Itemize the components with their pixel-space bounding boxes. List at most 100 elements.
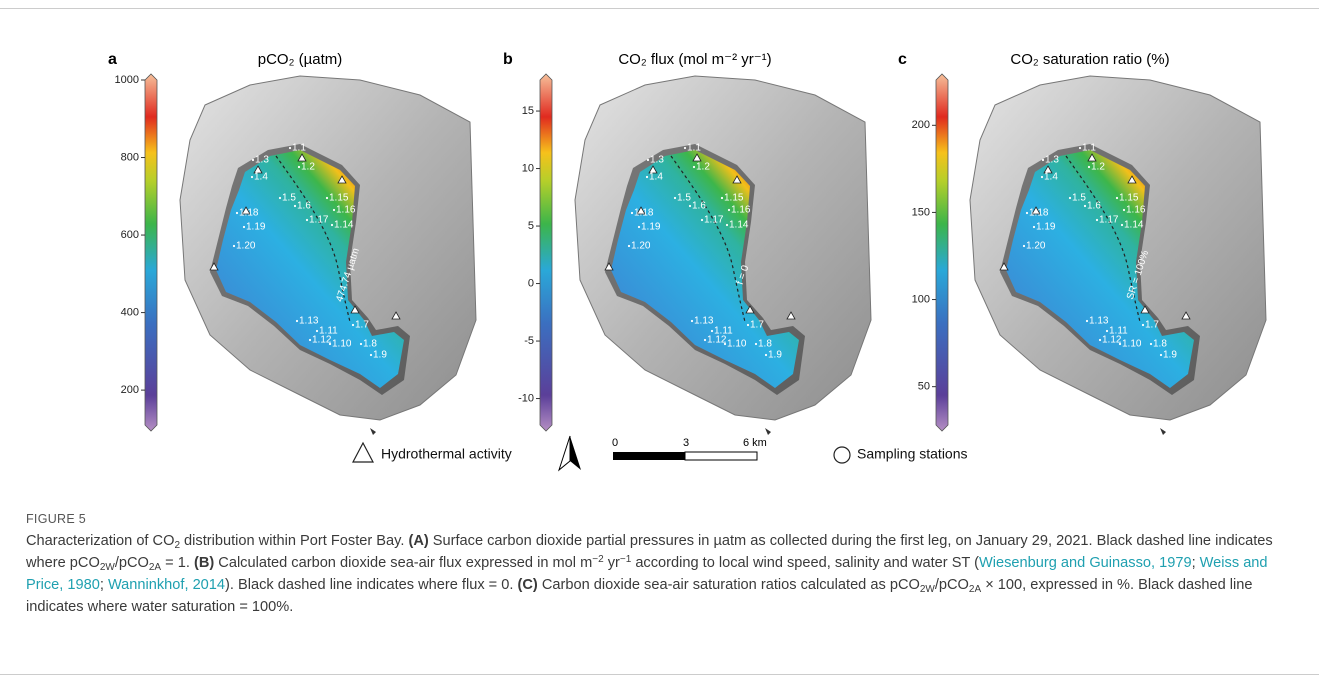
station-label: 1.2 bbox=[696, 162, 710, 173]
station-dot bbox=[765, 354, 767, 356]
station-dot bbox=[693, 166, 695, 168]
panel-title: pCO₂ (µatm) bbox=[258, 51, 342, 68]
station-label: 1.15 bbox=[329, 193, 349, 204]
station-dot bbox=[1041, 176, 1043, 178]
station-dot bbox=[1160, 354, 1162, 356]
station-label: 1.16 bbox=[731, 205, 751, 216]
station-dot bbox=[1150, 343, 1152, 345]
caption-text: Calculated carbon dioxide sea-air flux e… bbox=[214, 555, 592, 571]
figure: Hydrothermal activity 0 3 6 km Sampling … bbox=[0, 0, 1320, 490]
station-label: 1.7 bbox=[750, 320, 764, 331]
station-dot bbox=[326, 197, 328, 199]
station-dot bbox=[1023, 245, 1025, 247]
station-label: 1.4 bbox=[1044, 172, 1058, 183]
panel-letter: c bbox=[898, 51, 907, 68]
station-label: 1.17 bbox=[309, 215, 329, 226]
station-label: 1.9 bbox=[373, 350, 387, 361]
panel-title: CO₂ saturation ratio (%) bbox=[1010, 51, 1169, 68]
colorbar bbox=[936, 74, 948, 431]
station-label: 1.9 bbox=[1163, 350, 1177, 361]
station-dot bbox=[309, 339, 311, 341]
station-label: 1.7 bbox=[1145, 320, 1159, 331]
station-dot bbox=[251, 176, 253, 178]
station-label: 1.14 bbox=[729, 220, 749, 231]
station-label: 1.6 bbox=[692, 201, 706, 212]
scale-label: 3 bbox=[683, 437, 689, 449]
station-dot bbox=[1069, 197, 1071, 199]
station-label: 1.20 bbox=[1026, 241, 1046, 252]
station-label: 1.6 bbox=[1087, 201, 1101, 212]
station-dot bbox=[298, 166, 300, 168]
station-dot bbox=[646, 176, 648, 178]
station-dot bbox=[691, 320, 693, 322]
station-label: 1.17 bbox=[704, 215, 724, 226]
station-label: 1.18 bbox=[1029, 208, 1049, 219]
station-dot bbox=[1086, 320, 1088, 322]
station-label: 1.8 bbox=[1153, 339, 1167, 350]
citation-link[interactable]: Wanninkhof, 2014 bbox=[108, 577, 225, 593]
caption-text: distribution within Port Foster Bay. bbox=[180, 533, 408, 549]
station-dot bbox=[1042, 159, 1044, 161]
station-label: 1.2 bbox=[301, 162, 315, 173]
station-label: 1.2 bbox=[1091, 162, 1105, 173]
caption-sub: 2W bbox=[920, 584, 935, 595]
station-label: 1.13 bbox=[694, 316, 714, 327]
station-label: 1.5 bbox=[1072, 193, 1086, 204]
colorbar-tick-label: 5 bbox=[528, 220, 534, 232]
scale-bar bbox=[613, 452, 685, 460]
station-dot bbox=[724, 343, 726, 345]
station-label: 1.13 bbox=[1089, 316, 1109, 327]
caption-sub: 2W bbox=[100, 562, 115, 573]
station-dot bbox=[1084, 205, 1086, 207]
station-label: 1.8 bbox=[758, 339, 772, 350]
station-dot bbox=[252, 159, 254, 161]
station-dot bbox=[1026, 212, 1028, 214]
caption-text: ; bbox=[1192, 555, 1200, 571]
legend-text: Hydrothermal activity bbox=[381, 446, 512, 462]
station-dot bbox=[747, 324, 749, 326]
station-label: 1.19 bbox=[641, 222, 661, 233]
colorbar-tick-label: 1000 bbox=[115, 74, 139, 86]
caption-sub: 2A bbox=[149, 562, 161, 573]
station-dot bbox=[1116, 197, 1118, 199]
station-label: 1.15 bbox=[724, 193, 744, 204]
station-label: 1.10 bbox=[1122, 339, 1142, 350]
legend-text: Sampling stations bbox=[857, 446, 968, 462]
station-dot bbox=[631, 212, 633, 214]
caption-text: /pCO bbox=[935, 577, 969, 593]
station-label: 1.4 bbox=[649, 172, 663, 183]
north-arrow bbox=[570, 436, 581, 470]
station-label: 1.19 bbox=[246, 222, 266, 233]
station-dot bbox=[684, 147, 686, 149]
caption-bold: (A) bbox=[408, 533, 428, 549]
station-label: 1.19 bbox=[1036, 222, 1056, 233]
caption-sup: −2 bbox=[592, 554, 603, 565]
station-label: 1.7 bbox=[355, 320, 369, 331]
caption-text: Characterization of CO bbox=[26, 533, 174, 549]
caption-text: Carbon dioxide sea-air saturation ratios… bbox=[538, 577, 920, 593]
station-label: 1.1 bbox=[292, 143, 306, 154]
station-label: 1.18 bbox=[634, 208, 654, 219]
station-dot bbox=[1088, 166, 1090, 168]
caption-bold: (B) bbox=[194, 555, 214, 571]
station-label: 1.5 bbox=[677, 193, 691, 204]
station-label: 1.5 bbox=[282, 193, 296, 204]
caption-bold: (C) bbox=[518, 577, 538, 593]
station-label: 1.14 bbox=[1124, 220, 1144, 231]
panel-letter: b bbox=[503, 51, 513, 68]
station-dot bbox=[701, 219, 703, 221]
station-dot bbox=[1079, 147, 1081, 149]
north-arrow bbox=[559, 436, 570, 470]
citation-link[interactable]: Wiesenburg and Guinasso, 1979 bbox=[979, 555, 1192, 571]
caption-text: /pCO bbox=[115, 555, 149, 571]
scale-label: 0 bbox=[612, 437, 618, 449]
station-label: 1.1 bbox=[1082, 143, 1096, 154]
station-dot bbox=[628, 245, 630, 247]
panel-letter: a bbox=[108, 51, 117, 68]
station-label: 1.10 bbox=[332, 339, 352, 350]
station-dot bbox=[721, 197, 723, 199]
station-dot bbox=[279, 197, 281, 199]
station-dot bbox=[755, 343, 757, 345]
station-dot bbox=[360, 343, 362, 345]
station-dot bbox=[689, 205, 691, 207]
